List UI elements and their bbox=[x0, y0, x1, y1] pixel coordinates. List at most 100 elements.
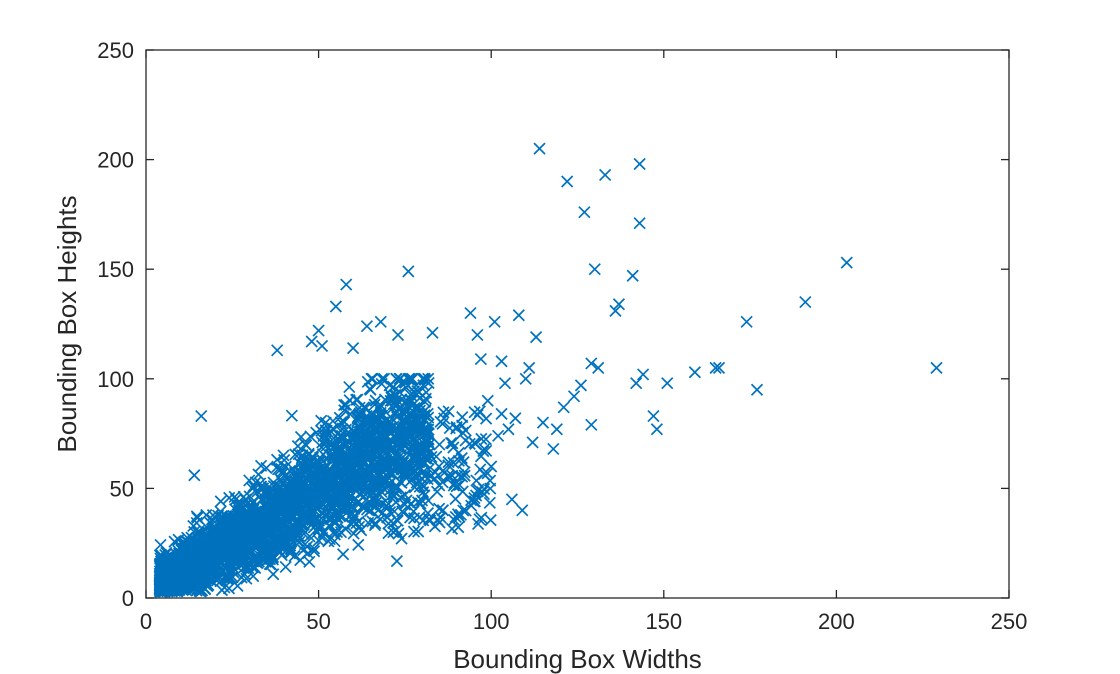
data-point bbox=[306, 513, 319, 527]
data-point bbox=[391, 328, 405, 342]
data-point bbox=[458, 466, 471, 479]
data-point bbox=[353, 425, 366, 438]
data-point bbox=[434, 415, 447, 428]
data-point bbox=[405, 497, 418, 510]
data-point bbox=[403, 430, 416, 443]
data-point bbox=[278, 539, 291, 552]
data-point bbox=[375, 372, 389, 385]
data-point bbox=[799, 295, 812, 309]
data-point bbox=[329, 300, 342, 313]
data-point bbox=[390, 399, 403, 412]
data-point bbox=[396, 467, 409, 480]
data-point bbox=[423, 514, 437, 527]
data-point bbox=[481, 394, 494, 407]
data-point bbox=[295, 451, 309, 464]
data-point bbox=[457, 455, 470, 469]
data-point bbox=[347, 426, 361, 439]
y-tick-label: 150 bbox=[97, 257, 134, 282]
data-point bbox=[208, 526, 221, 539]
data-point bbox=[502, 423, 515, 436]
data-point bbox=[495, 407, 508, 420]
data-point bbox=[393, 401, 406, 414]
data-point bbox=[404, 407, 418, 421]
data-point bbox=[526, 436, 539, 449]
data-point bbox=[352, 520, 366, 533]
data-point bbox=[585, 418, 598, 431]
x-tick-label: 200 bbox=[818, 609, 855, 634]
data-point bbox=[283, 547, 297, 560]
data-point bbox=[402, 265, 415, 278]
data-point bbox=[300, 540, 314, 553]
data-point bbox=[712, 361, 726, 374]
data-point bbox=[273, 480, 286, 493]
data-point bbox=[227, 518, 240, 531]
data-point bbox=[303, 530, 316, 543]
data-point bbox=[421, 435, 435, 448]
data-point bbox=[413, 456, 426, 469]
data-point bbox=[390, 427, 403, 440]
data-point bbox=[308, 492, 321, 505]
data-point bbox=[164, 556, 178, 569]
data-point bbox=[313, 518, 327, 532]
data-point bbox=[387, 441, 401, 455]
data-point bbox=[382, 526, 395, 540]
data-point bbox=[452, 446, 465, 459]
data-point bbox=[709, 361, 722, 374]
data-point bbox=[430, 450, 443, 463]
data-point bbox=[421, 472, 434, 486]
data-point bbox=[331, 511, 344, 524]
data-point bbox=[369, 471, 383, 484]
data-point bbox=[367, 427, 380, 440]
data-point bbox=[488, 315, 501, 328]
data-point bbox=[317, 504, 331, 518]
data-point bbox=[354, 443, 368, 456]
data-point bbox=[352, 538, 365, 551]
data-point bbox=[456, 410, 469, 424]
y-tick-label: 200 bbox=[97, 148, 134, 173]
data-point bbox=[578, 206, 591, 219]
data-point bbox=[442, 459, 455, 472]
y-tick-label: 50 bbox=[110, 476, 134, 501]
data-point bbox=[383, 415, 396, 428]
data-point bbox=[352, 515, 365, 528]
data-point bbox=[354, 441, 367, 454]
data-point bbox=[304, 502, 318, 515]
data-point bbox=[260, 528, 273, 541]
data-point bbox=[323, 465, 336, 478]
data-point bbox=[210, 526, 223, 540]
data-point bbox=[328, 528, 341, 541]
data-point bbox=[344, 455, 357, 468]
x-tick-label: 0 bbox=[140, 609, 152, 634]
data-point bbox=[176, 557, 189, 570]
data-point bbox=[206, 509, 220, 522]
data-point bbox=[378, 483, 392, 496]
data-point bbox=[585, 357, 598, 370]
data-point bbox=[426, 326, 439, 339]
data-point bbox=[271, 504, 284, 517]
data-point bbox=[567, 390, 581, 403]
data-point bbox=[252, 468, 265, 481]
data-point bbox=[626, 269, 639, 282]
data-point bbox=[233, 497, 247, 510]
data-point bbox=[465, 494, 478, 507]
data-point bbox=[592, 361, 605, 374]
data-point bbox=[376, 475, 389, 488]
data-point bbox=[274, 532, 287, 545]
data-point bbox=[352, 457, 365, 470]
data-point bbox=[295, 511, 308, 524]
data-point bbox=[840, 256, 853, 269]
data-point bbox=[320, 424, 333, 437]
data-point bbox=[364, 503, 377, 517]
data-point bbox=[339, 437, 352, 450]
data-point bbox=[307, 542, 321, 555]
data-point bbox=[463, 437, 476, 451]
data-point bbox=[249, 524, 262, 537]
data-point bbox=[340, 474, 353, 487]
data-point bbox=[377, 372, 391, 385]
data-point bbox=[228, 544, 241, 557]
data-point bbox=[360, 413, 373, 426]
data-point bbox=[387, 526, 400, 539]
data-point bbox=[425, 450, 438, 464]
data-point bbox=[331, 448, 344, 461]
data-point bbox=[633, 157, 646, 171]
